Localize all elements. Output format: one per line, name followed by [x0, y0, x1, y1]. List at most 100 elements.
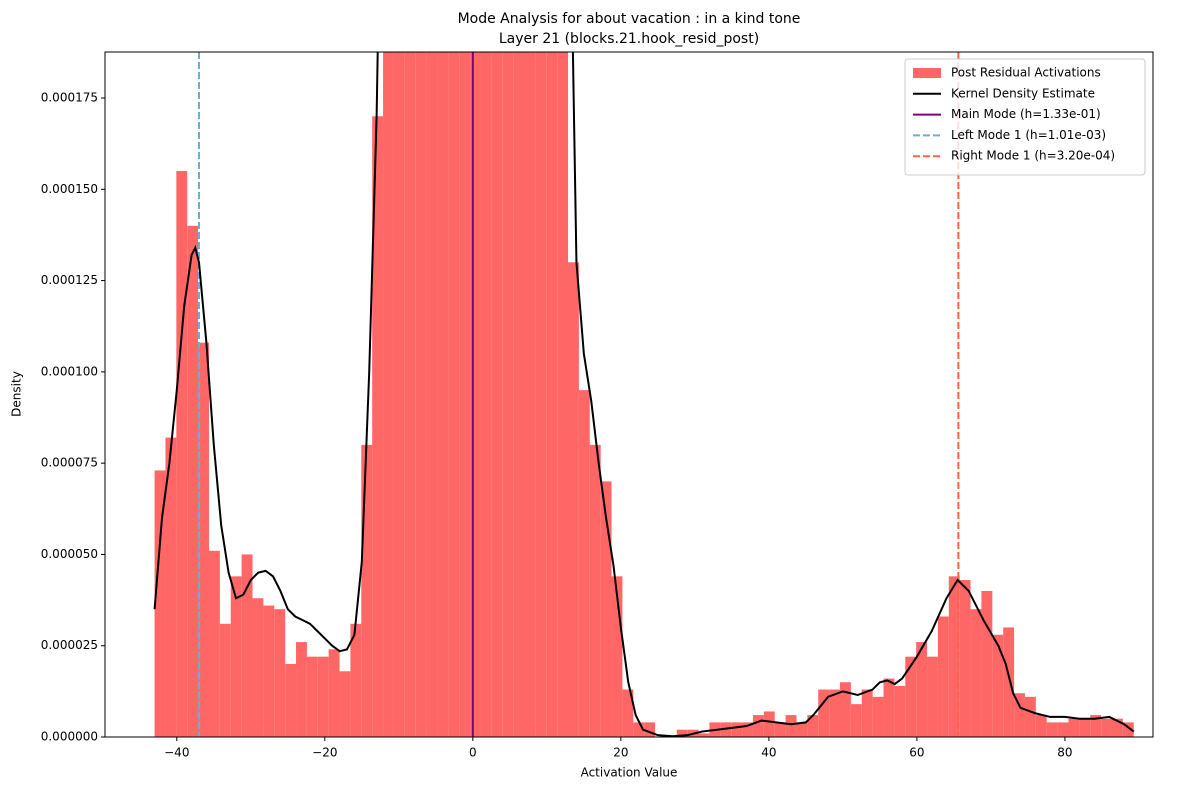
histogram-bar: [1068, 718, 1080, 737]
plot-area: [153, 52, 1135, 737]
histogram-bar: [959, 579, 971, 737]
histogram-bar: [981, 590, 993, 737]
histogram-bar: [154, 470, 166, 737]
y-tick-label: 0.000050: [41, 547, 98, 561]
histogram-bar: [274, 609, 286, 737]
histogram-bar: [176, 171, 188, 737]
y-tick-label: 0.000075: [41, 456, 98, 470]
histogram-bar: [393, 52, 405, 737]
histogram-bar: [905, 656, 917, 737]
x-tick-label: 60: [909, 746, 924, 760]
histogram-bar: [1003, 627, 1015, 737]
histogram-bar: [611, 576, 623, 737]
histogram-bar: [948, 576, 960, 737]
y-tick-label: 0.000000: [41, 730, 98, 744]
x-tick-label: −20: [312, 746, 337, 760]
histogram-bar: [1035, 715, 1047, 737]
histogram-bar: [546, 52, 558, 737]
histogram-bar: [676, 729, 688, 737]
histogram-bar: [840, 682, 851, 737]
x-tick-label: 80: [1057, 746, 1072, 760]
histogram-bar: [916, 642, 928, 737]
histogram-bar: [263, 605, 275, 737]
histogram-bar: [622, 689, 634, 737]
histogram-bar: [633, 722, 645, 737]
histogram-bar: [894, 685, 906, 737]
histogram-bar: [491, 52, 503, 737]
histogram-bar: [165, 437, 177, 737]
legend-label: Kernel Density Estimate: [951, 86, 1095, 100]
histogram-bar: [937, 616, 949, 737]
histogram-bar: [459, 52, 471, 737]
histogram-bar: [187, 225, 199, 737]
histogram-bar: [285, 663, 297, 737]
x-tick-label: 20: [613, 746, 628, 760]
histogram-bar: [383, 52, 394, 737]
histogram-bar: [1111, 718, 1123, 737]
histogram-bar: [1122, 722, 1134, 737]
histogram-bar: [241, 554, 253, 737]
histogram-bar: [361, 444, 373, 737]
histogram-bar: [513, 52, 525, 737]
histogram-bar: [1090, 715, 1102, 737]
histogram-bar: [992, 634, 1004, 737]
y-tick-label: 0.000125: [41, 273, 98, 287]
histogram-bar: [1057, 722, 1069, 737]
histogram-bar: [198, 342, 209, 737]
histogram-bar: [774, 722, 786, 737]
histogram-bar: [208, 550, 220, 737]
histogram-bar: [502, 52, 514, 737]
histogram-bar: [372, 116, 384, 737]
histogram-bar: [230, 576, 242, 737]
histogram-bar: [339, 671, 351, 737]
histogram-bar: [807, 715, 819, 737]
histogram-bar: [470, 52, 481, 737]
histogram-bar: [861, 689, 873, 737]
histogram-bar: [785, 715, 797, 737]
y-tick-label: 0.000175: [41, 91, 98, 105]
histogram-bar: [252, 598, 264, 737]
legend-label: Post Residual Activations: [951, 66, 1101, 80]
legend-label: Right Mode 1 (h=3.20e-04): [951, 149, 1115, 163]
histogram-bar: [328, 649, 340, 737]
histogram-bar: [970, 609, 982, 737]
histogram-bar: [1014, 693, 1025, 737]
histogram-bar: [350, 623, 362, 737]
histogram-bar: [437, 52, 449, 737]
histogram-bar: [763, 711, 775, 737]
histogram-bar: [850, 704, 862, 737]
y-tick-label: 0.000150: [41, 182, 98, 196]
histogram-bar: [524, 52, 536, 737]
histogram-bar: [720, 722, 732, 737]
histogram-bar: [1101, 718, 1112, 737]
legend-label: Left Mode 1 (h=1.01e-03): [951, 128, 1106, 142]
y-tick-label: 0.000025: [41, 638, 98, 652]
histogram-bar: [698, 733, 710, 737]
histogram-bar: [1079, 718, 1091, 737]
histogram-bar: [480, 52, 492, 737]
chart-title: Mode Analysis for about vacation : in a …: [458, 11, 801, 27]
histogram-bar: [818, 689, 830, 737]
histogram-bar: [829, 689, 841, 737]
histogram-bar: [752, 715, 764, 737]
histogram-bar: [796, 722, 808, 737]
histogram-bar: [557, 52, 569, 737]
y-axis-label: Density: [10, 371, 24, 417]
histogram-bar: [535, 52, 547, 737]
histogram-bar: [1046, 722, 1058, 737]
legend-label: Main Mode (h=1.33e-01): [951, 107, 1101, 121]
x-axis-label: Activation Value: [581, 766, 678, 780]
histogram-bar: [731, 722, 743, 737]
histogram-bar: [872, 696, 884, 737]
y-tick-label: 0.000100: [41, 364, 98, 378]
x-tick-label: 0: [469, 746, 477, 760]
chart-subtitle: Layer 21 (blocks.21.hook_resid_post): [499, 31, 759, 47]
axes-frame: [104, 51, 1154, 738]
histogram-bar: [317, 656, 329, 737]
histogram-bar: [742, 722, 753, 737]
histogram-bar: [600, 481, 612, 737]
x-tick-label: −40: [164, 746, 189, 760]
histogram-bar: [296, 642, 307, 737]
histogram-bar: [448, 52, 460, 737]
